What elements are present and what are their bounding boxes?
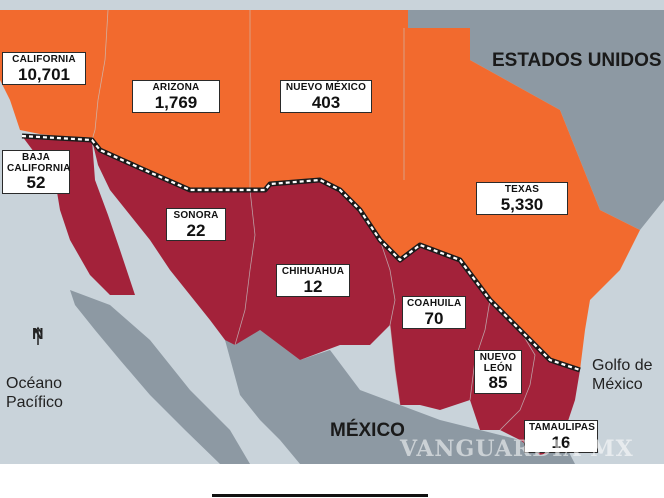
state-value: 16: [551, 432, 571, 452]
label-california: CALIFORNIA 10,701: [2, 52, 86, 86]
label-coahuila: COAHUILA 70: [402, 296, 466, 330]
label-sonora: SONORA 22: [166, 208, 226, 242]
state-name: COAHUILA: [407, 298, 462, 309]
state-name: CALIFORNIA: [12, 54, 76, 65]
state-value: 85: [488, 373, 508, 392]
state-value: 5,330: [500, 194, 544, 214]
state-value: 403: [311, 92, 341, 112]
pacific-ocean-label: Océano Pacífico: [6, 375, 63, 412]
state-name: NUEVO MÉXICO: [285, 82, 367, 93]
state-name: CHIHUAHUA: [281, 266, 345, 277]
state-name: BAJA CALIFORNIA: [7, 152, 71, 174]
state-borders: [91, 9, 536, 431]
state-value: 10,701: [18, 64, 70, 84]
divider-bar: [212, 494, 428, 497]
label-texas: TEXAS 5,330: [476, 182, 568, 216]
state-value: 52: [26, 173, 46, 192]
state-value: 22: [186, 220, 206, 240]
label-baja-california: BAJA CALIFORNIA 52: [2, 150, 70, 194]
state-name: NUEVO LEÓN: [479, 352, 517, 374]
label-nuevo-leon: NUEVO LEÓN 85: [474, 350, 522, 394]
label-arizona: ARIZONA 1,769: [132, 80, 220, 114]
label-chihuahua: CHIHUAHUA 12: [276, 264, 350, 298]
land-us-other: [408, 10, 664, 230]
state-name: TAMAULIPAS: [529, 422, 596, 433]
state-value: 12: [303, 276, 323, 296]
north-arrow-icon: [33, 326, 43, 345]
state-value: 70: [424, 308, 444, 328]
watermark: VANGUARDIA MX: [400, 436, 634, 462]
state-name: TEXAS: [504, 184, 540, 195]
north-label: N: [32, 326, 44, 343]
land-baja-south: [70, 290, 250, 464]
country-label-mexico: MÉXICO: [330, 420, 405, 441]
country-label-us: ESTADOS UNIDOS: [492, 50, 662, 71]
label-nuevo-mexico: NUEVO MÉXICO 403: [280, 80, 372, 114]
land-mexico-other: [225, 330, 575, 464]
state-baja-california: [22, 136, 135, 295]
gulf-of-mexico-label: Golfo de México: [592, 357, 653, 394]
state-name: ARIZONA: [152, 82, 200, 93]
state-name: SONORA: [173, 210, 219, 221]
label-tamaulipas: TAMAULIPAS 16: [524, 420, 598, 454]
state-value: 1,769: [154, 92, 198, 112]
